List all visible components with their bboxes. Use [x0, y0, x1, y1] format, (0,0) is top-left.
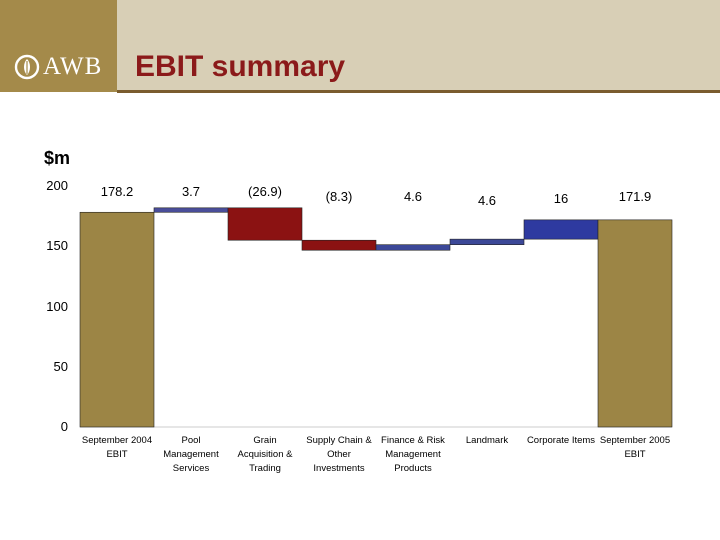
- x-category-label: Pool Management Services: [151, 434, 231, 476]
- x-category-line: Products: [394, 463, 432, 474]
- x-category-label: September 2004 EBIT: [77, 434, 157, 462]
- data-label-3: (8.3): [326, 189, 353, 204]
- x-category-line: Trading: [249, 463, 281, 474]
- bar-3: [301, 239, 377, 251]
- data-label-6: 16: [554, 191, 568, 206]
- x-category-label: September 2005 EBIT: [595, 434, 675, 462]
- x-category-line: Finance & Risk: [381, 435, 445, 446]
- bar-7: [597, 219, 673, 428]
- y-tick-label: 200: [46, 178, 68, 193]
- wheat-emblem-icon: [14, 54, 40, 80]
- bar-5: [449, 238, 525, 245]
- y-tick-label: 100: [46, 298, 68, 314]
- x-category-label: Supply Chain & Other Investments: [299, 434, 379, 476]
- x-category-line: Acquisition &: [237, 449, 293, 460]
- y-tick-label: 50: [53, 358, 68, 374]
- x-category-label: Grain Acquisition & Trading: [225, 434, 305, 476]
- awb-logo: AWB: [14, 52, 109, 82]
- data-label-0: 178.2: [101, 184, 134, 199]
- x-category-line: Supply Chain &: [306, 435, 372, 446]
- x-category-label: Landmark: [447, 434, 527, 448]
- bar-6: [523, 219, 599, 240]
- bar-4: [375, 244, 451, 251]
- x-category-line: Management: [385, 449, 441, 460]
- x-category-line: Management: [163, 449, 219, 460]
- logo-panel: AWB: [0, 0, 117, 92]
- x-category-line: Grain: [253, 435, 277, 446]
- y-tick-label: 150: [46, 238, 68, 254]
- bar-1: [153, 207, 229, 213]
- x-category-label: Corporate Items: [521, 434, 601, 448]
- page-title: EBIT summary: [135, 50, 346, 83]
- x-category-line: September 2005: [599, 435, 671, 446]
- x-category-line: Pool: [181, 435, 201, 446]
- x-category-line: Investments: [313, 463, 365, 474]
- data-label-4: 4.6: [404, 189, 422, 204]
- bar-0: [79, 211, 155, 428]
- y-tick-label: 0: [60, 419, 68, 434]
- x-category-line: Corporate Items: [526, 435, 596, 446]
- x-category-line: Landmark: [465, 435, 509, 446]
- y-axis-unit-label: $m: [44, 148, 71, 168]
- data-label-1: 3.7: [182, 184, 200, 199]
- x-category-line: Other: [327, 449, 351, 460]
- x-category-line: September 2004: [81, 435, 153, 446]
- bar-2: [227, 207, 303, 241]
- x-category-line: EBIT: [624, 449, 646, 460]
- data-label-2: (26.9): [248, 184, 282, 199]
- logo-text: AWB: [43, 53, 103, 80]
- header-rule: [117, 90, 720, 93]
- header-band: [0, 0, 720, 92]
- data-label-7: 171.9: [619, 189, 652, 204]
- data-label-5: 4.6: [478, 193, 496, 208]
- x-category-label: Finance & Risk Management Products: [373, 434, 453, 476]
- x-category-line: EBIT: [106, 449, 128, 460]
- x-category-line: Services: [172, 463, 210, 474]
